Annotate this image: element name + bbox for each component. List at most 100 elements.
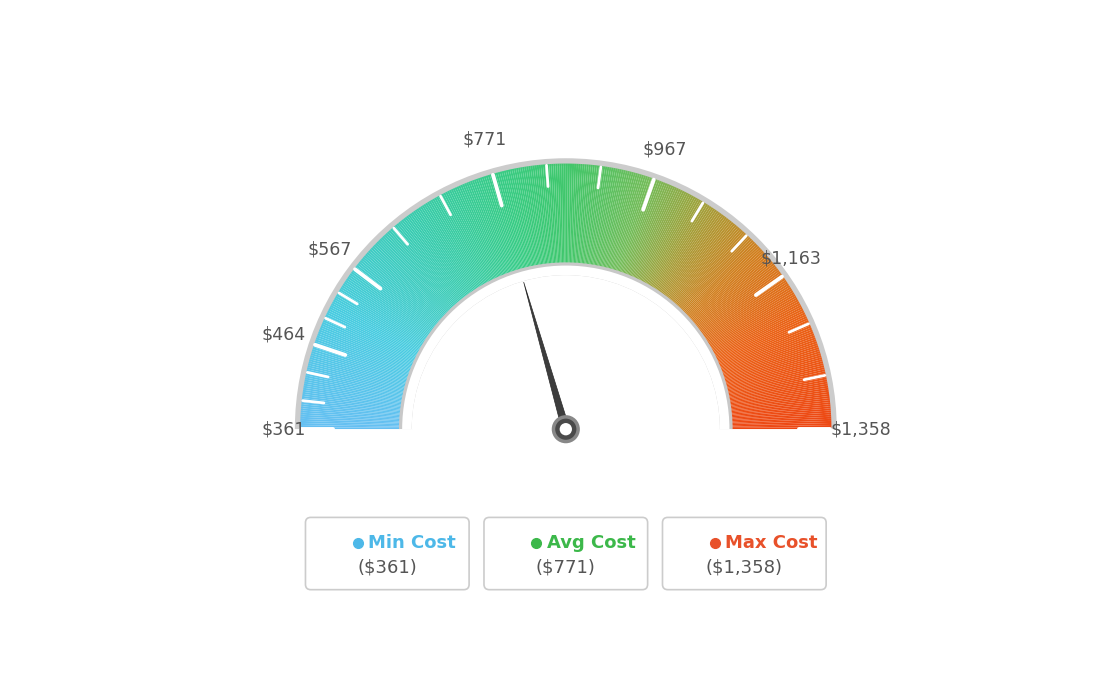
Text: ($771): ($771)	[535, 559, 596, 577]
Wedge shape	[627, 182, 666, 275]
Wedge shape	[716, 320, 809, 362]
Wedge shape	[478, 178, 512, 273]
Wedge shape	[337, 292, 424, 345]
Wedge shape	[326, 314, 416, 359]
Wedge shape	[728, 369, 825, 393]
Wedge shape	[562, 164, 564, 264]
Wedge shape	[305, 380, 403, 400]
Wedge shape	[304, 386, 402, 403]
Wedge shape	[359, 262, 437, 326]
Wedge shape	[312, 349, 407, 380]
Wedge shape	[471, 180, 509, 274]
Wedge shape	[591, 166, 607, 266]
Wedge shape	[399, 222, 463, 301]
Wedge shape	[327, 310, 417, 356]
Wedge shape	[712, 303, 800, 352]
Wedge shape	[342, 284, 427, 339]
Wedge shape	[415, 210, 473, 293]
Wedge shape	[668, 221, 732, 300]
Wedge shape	[693, 260, 772, 324]
Wedge shape	[582, 165, 593, 264]
Wedge shape	[692, 257, 769, 322]
Wedge shape	[720, 330, 813, 368]
Wedge shape	[516, 168, 537, 266]
Wedge shape	[634, 187, 677, 279]
Wedge shape	[584, 165, 597, 264]
Wedge shape	[444, 193, 490, 282]
Wedge shape	[302, 390, 402, 406]
Wedge shape	[703, 282, 788, 338]
Wedge shape	[648, 199, 699, 286]
Wedge shape	[649, 199, 701, 286]
Wedge shape	[335, 297, 422, 348]
Wedge shape	[730, 394, 829, 408]
Wedge shape	[668, 219, 730, 299]
Wedge shape	[322, 322, 414, 364]
Wedge shape	[424, 204, 478, 289]
Wedge shape	[687, 247, 761, 317]
Wedge shape	[355, 265, 436, 328]
Wedge shape	[724, 353, 821, 383]
Wedge shape	[551, 164, 558, 264]
Wedge shape	[558, 164, 562, 264]
Wedge shape	[532, 166, 546, 265]
Wedge shape	[625, 181, 661, 275]
Wedge shape	[708, 292, 795, 345]
Wedge shape	[661, 212, 720, 295]
Wedge shape	[696, 263, 774, 326]
Wedge shape	[698, 268, 778, 330]
Wedge shape	[541, 164, 552, 264]
Wedge shape	[571, 164, 576, 264]
Wedge shape	[333, 299, 421, 349]
Polygon shape	[523, 282, 570, 431]
Text: $1,163: $1,163	[761, 249, 821, 267]
Text: $967: $967	[643, 141, 687, 159]
Wedge shape	[678, 234, 747, 308]
Wedge shape	[728, 367, 825, 392]
Wedge shape	[522, 167, 540, 266]
Wedge shape	[496, 172, 523, 269]
Wedge shape	[445, 192, 491, 282]
Wedge shape	[724, 351, 820, 382]
Wedge shape	[667, 218, 729, 298]
Wedge shape	[518, 168, 538, 266]
Wedge shape	[316, 337, 411, 373]
Wedge shape	[631, 186, 673, 277]
Wedge shape	[361, 258, 439, 324]
Wedge shape	[300, 408, 401, 417]
Wedge shape	[428, 201, 481, 287]
Wedge shape	[703, 280, 787, 337]
Wedge shape	[620, 179, 656, 273]
Wedge shape	[412, 275, 720, 429]
Wedge shape	[537, 165, 549, 264]
Wedge shape	[468, 181, 506, 275]
Wedge shape	[715, 314, 806, 359]
Wedge shape	[723, 347, 819, 380]
Wedge shape	[732, 427, 831, 429]
Text: ($1,358): ($1,358)	[705, 559, 783, 577]
Wedge shape	[564, 164, 565, 264]
Wedge shape	[476, 179, 511, 273]
Wedge shape	[300, 421, 400, 425]
Wedge shape	[628, 183, 668, 276]
Wedge shape	[279, 419, 852, 690]
Wedge shape	[301, 406, 401, 416]
Wedge shape	[527, 166, 542, 265]
Wedge shape	[726, 361, 824, 388]
Wedge shape	[662, 213, 722, 295]
Wedge shape	[308, 361, 405, 388]
Wedge shape	[310, 355, 406, 384]
Wedge shape	[548, 164, 555, 264]
Wedge shape	[671, 224, 736, 302]
Wedge shape	[577, 164, 586, 264]
Wedge shape	[305, 377, 403, 398]
Circle shape	[553, 417, 578, 442]
Wedge shape	[623, 180, 660, 274]
Wedge shape	[301, 400, 401, 413]
Text: $771: $771	[463, 131, 507, 149]
Wedge shape	[692, 258, 771, 324]
Text: Avg Cost: Avg Cost	[546, 534, 636, 552]
Wedge shape	[702, 278, 786, 336]
Wedge shape	[721, 337, 816, 373]
Wedge shape	[586, 166, 602, 265]
